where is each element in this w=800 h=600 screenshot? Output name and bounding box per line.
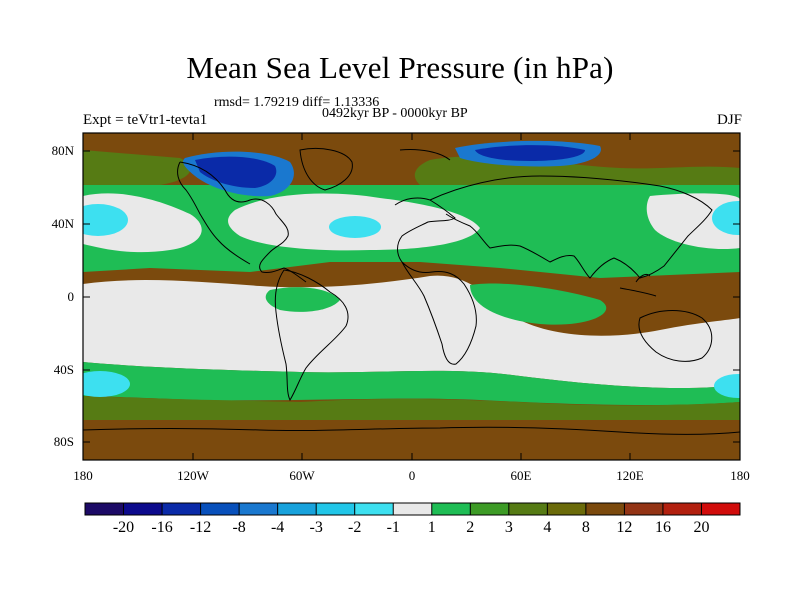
coast-antarctica bbox=[83, 426, 740, 435]
coast-borneo bbox=[635, 273, 651, 283]
colorbar-swatch bbox=[547, 503, 587, 515]
lon-label-60w: 60W bbox=[289, 468, 315, 483]
lon-label-120w: 120W bbox=[177, 468, 209, 483]
coast-svalbard bbox=[399, 149, 451, 161]
colorbar-swatch bbox=[85, 503, 125, 515]
experiment-label: Expt = teVtr1-tevta1 bbox=[83, 112, 208, 128]
field-cyan-south-indian bbox=[714, 374, 740, 398]
coast-north-america bbox=[179, 161, 307, 283]
coastlines bbox=[83, 148, 740, 435]
colorbar-label: 8 bbox=[581, 519, 590, 536]
field-navy-greenland bbox=[195, 156, 277, 188]
coast-australia bbox=[638, 310, 713, 362]
lat-label-80s: 80S bbox=[53, 434, 74, 449]
field-grey-west-pacific bbox=[646, 193, 740, 250]
colorbar-frame bbox=[84, 502, 741, 516]
colorbar-swatch bbox=[239, 503, 279, 515]
field-navy-barents bbox=[475, 145, 585, 161]
lat-label-40s: 40S bbox=[53, 362, 74, 377]
coast-indonesia bbox=[619, 287, 657, 297]
colorbar-swatch bbox=[701, 503, 741, 515]
colorbar-label: -16 bbox=[151, 519, 173, 536]
colorbar-label: -2 bbox=[348, 519, 362, 536]
colorbar-label: -12 bbox=[189, 519, 212, 536]
colorbar-label: 4 bbox=[543, 519, 552, 536]
period-line: 0492kyr BP - 0000kyr BP bbox=[322, 106, 468, 121]
colorbar-swatch bbox=[277, 503, 317, 515]
field-grey-south bbox=[83, 275, 740, 389]
colorbar-swatch bbox=[393, 503, 433, 515]
colorbar-swatch bbox=[470, 503, 510, 515]
colorbar-swatch bbox=[354, 503, 394, 515]
lat-label-0: 0 bbox=[67, 289, 75, 304]
coast-south-america bbox=[274, 269, 349, 402]
field-green-indian bbox=[470, 283, 607, 325]
field-cyan-atlantic bbox=[329, 216, 381, 238]
colorbar-label: 12 bbox=[616, 519, 633, 536]
colorbar-swatch bbox=[624, 503, 664, 515]
field-olive-southern bbox=[83, 396, 740, 420]
colorbar-label: 2 bbox=[466, 519, 475, 536]
season-label: DJF bbox=[716, 112, 742, 128]
colorbar-label: -8 bbox=[232, 519, 246, 536]
lon-label-180e: 180 bbox=[730, 468, 750, 483]
colorbar-swatch bbox=[123, 503, 163, 515]
coast-greenland bbox=[299, 148, 353, 191]
colorbar-swatch bbox=[662, 503, 702, 515]
colorbar-label: 16 bbox=[654, 519, 671, 536]
colorbar-label: -20 bbox=[112, 519, 135, 536]
coast-africa bbox=[394, 197, 477, 365]
field-green-southern-ocean bbox=[83, 362, 740, 406]
colorbar-ticks bbox=[123, 503, 702, 515]
lon-label-0: 0 bbox=[408, 468, 416, 483]
lat-label-80n: 80N bbox=[51, 143, 74, 158]
colorbar-swatch bbox=[431, 503, 471, 515]
lon-label-180w: 180 bbox=[73, 468, 93, 483]
colorbar-label: -4 bbox=[270, 519, 285, 536]
colorbar-swatch bbox=[585, 503, 625, 515]
colorbar-swatch bbox=[162, 503, 202, 515]
field-green-south-atlantic bbox=[265, 287, 340, 312]
stats-line: rmsd= 1.79219 diff= 1.13336 bbox=[214, 95, 380, 110]
coast-asia bbox=[429, 175, 713, 279]
colorbar-swatch bbox=[200, 503, 240, 515]
colorbar bbox=[85, 503, 741, 515]
axis-ticks bbox=[83, 133, 740, 460]
map-title: Mean Sea Level Pressure (in hPa) bbox=[186, 50, 614, 85]
field-cyan-south-pacific bbox=[83, 371, 130, 397]
field-green-arctic bbox=[83, 150, 191, 185]
colorbar-swatch bbox=[508, 503, 548, 515]
colorbar-label: -1 bbox=[386, 519, 400, 536]
colorbar-label: -3 bbox=[309, 519, 323, 536]
lon-label-60e: 60E bbox=[510, 468, 532, 483]
field-cyan-north-pacific bbox=[83, 204, 128, 236]
lon-label-120e: 120E bbox=[616, 468, 644, 483]
field-cyan-west-pacific bbox=[712, 201, 740, 235]
colorbar-label: 3 bbox=[504, 519, 513, 536]
lat-label-40n: 40N bbox=[51, 216, 74, 231]
coast-na-west bbox=[177, 161, 251, 265]
map-field bbox=[83, 133, 740, 460]
colorbar-label: 1 bbox=[427, 519, 436, 536]
colorbar-swatch bbox=[316, 503, 356, 515]
colorbar-label: 20 bbox=[693, 519, 710, 536]
